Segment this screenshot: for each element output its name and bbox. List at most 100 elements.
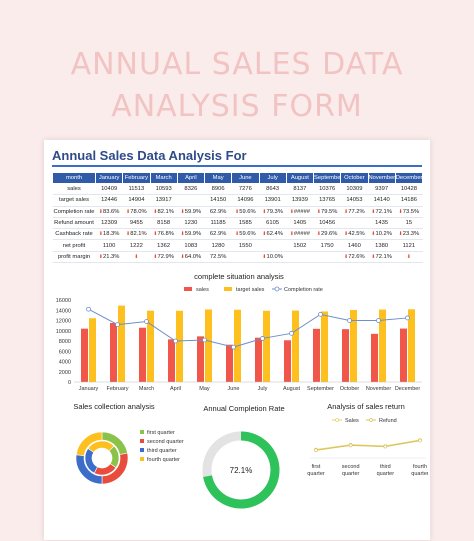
header-cell-month: November <box>367 172 396 184</box>
bar-target-sales <box>147 310 154 382</box>
cell-value: 10409 <box>101 186 118 193</box>
cell-value: 76.8% <box>157 231 174 238</box>
table-cell: 8158 <box>150 217 178 230</box>
bar-sales <box>81 328 88 382</box>
cell-value: 1380 <box>375 242 389 249</box>
table-cell: ⬇82.1% <box>122 228 150 241</box>
cell-value: 1280 <box>211 242 225 249</box>
banner-line-2: ANALYSIS FORM <box>111 89 363 124</box>
cell-value: 72.9% <box>157 253 174 260</box>
sales-collection-donut: first quarter second quarter third quarter… <box>75 430 184 485</box>
row-label: sales <box>52 183 96 196</box>
cell-value: 10.0% <box>266 253 283 260</box>
cell-value: 62.9% <box>209 231 227 238</box>
cell-value: 13917 <box>155 197 172 204</box>
row-label: net profit <box>52 239 96 252</box>
table-cell: 12309 <box>95 217 123 230</box>
legend-marker-swatch <box>369 418 373 422</box>
completion-rate-line <box>88 308 408 348</box>
table-cell: 13939 <box>286 194 314 207</box>
legend-label: Sales <box>345 418 359 424</box>
table-cell <box>231 251 259 264</box>
cell-value: 8643 <box>266 186 280 193</box>
table-cell: 15 <box>395 217 423 230</box>
legend-swatch <box>140 439 144 443</box>
bar-sales <box>139 327 146 382</box>
cell-value: 83.6% <box>103 208 120 215</box>
table-cell: ⬇ <box>122 251 150 264</box>
cell-value: 10428 <box>400 186 417 193</box>
cell-value: 72.1% <box>375 253 392 260</box>
x-tick-label: second <box>342 464 360 470</box>
table-cell: ⬇83.6% <box>95 206 123 218</box>
table-cell: 10376 <box>313 183 341 196</box>
y-tick-label: 2000 <box>59 370 71 376</box>
return-series-point <box>348 443 353 448</box>
table-cell: 10309 <box>340 183 368 196</box>
table-cell: 13917 <box>150 194 178 207</box>
legend-label: second quarter <box>147 439 184 445</box>
table-cell: 7276 <box>231 183 259 196</box>
completion-rate-point <box>376 318 381 323</box>
cell-value: 10.2% <box>375 231 392 238</box>
table-cell: 1502 <box>286 239 314 252</box>
bar-sales <box>110 322 117 382</box>
cell-value: 78.0% <box>130 208 147 215</box>
cell-value: 1585 <box>238 220 252 227</box>
table-cell: ⬇64.0% <box>177 251 205 264</box>
legend-marker-swatch <box>274 286 280 292</box>
table-cell: 1750 <box>313 239 341 252</box>
cell-value: 7276 <box>238 186 252 193</box>
cell-value: 72.1% <box>375 208 392 215</box>
main-chart-title: complete situation analysis <box>194 272 284 281</box>
x-tick-label: January <box>79 386 99 392</box>
y-tick-label: 6000 <box>59 349 71 355</box>
down-arrow-icon: ⬇ <box>289 208 294 215</box>
document-title: Annual Sales Data Analysis For <box>52 148 422 167</box>
table-cell: 14053 <box>340 194 368 207</box>
table-cell: 8906 <box>204 183 232 196</box>
table-cell: 62.9% <box>204 228 232 241</box>
completion-rate-point <box>202 337 207 343</box>
down-arrow-icon: ⬇ <box>126 208 131 215</box>
legend-label: third quarter <box>147 448 177 454</box>
donut-outer-slice <box>75 431 103 457</box>
completion-rate-point <box>260 336 265 341</box>
table-cell: 6105 <box>259 217 287 230</box>
header-cell-label: month <box>52 172 96 184</box>
table-row: net profit 1100 1222 1362 1083 1280 1550 1502 17… <box>52 239 423 252</box>
bar-target-sales <box>118 305 125 382</box>
sales-data-table: month January February March April May June Jul… <box>52 172 424 264</box>
table-row: target sales 12446 14904 13917 14150 14096 139… <box>52 194 423 207</box>
legend-label: Refund <box>379 418 397 424</box>
table-cell: 12446 <box>95 194 123 207</box>
table-cell: 1362 <box>150 239 178 252</box>
completion-rate-point <box>144 319 149 324</box>
header-cell-month: May <box>203 172 233 184</box>
table-header-row: month January February March April May June Jul… <box>52 172 424 184</box>
banner-line-1: ANNUAL SALES DATA <box>70 47 404 82</box>
row-label: Cashback rate <box>52 228 96 241</box>
down-arrow-icon: ⬇ <box>262 208 267 215</box>
down-arrow-icon: ⬇ <box>262 231 267 238</box>
table-cell: ⬇78.0% <box>122 206 150 218</box>
y-tick-label: 8000 <box>59 339 71 345</box>
cell-value: 23.3% <box>402 231 420 238</box>
table-cell: 14904 <box>122 194 150 207</box>
bar-target-sales <box>176 310 183 382</box>
bar-sales <box>255 337 262 382</box>
down-arrow-icon: ⬇ <box>344 231 349 238</box>
spreadsheet-sheet: Annual Sales Data Analysis For month Janu… <box>44 140 430 540</box>
cell-value: 8137 <box>293 186 307 193</box>
cell-value: 13901 <box>264 197 281 204</box>
x-tick-label: April <box>170 386 181 392</box>
down-arrow-icon: ⬇ <box>98 231 103 238</box>
completion-rate-donut: 72.1% <box>202 431 280 509</box>
cell-value: 13765 <box>319 197 336 204</box>
x-tick-label: February <box>106 386 128 392</box>
row-label: Refund amount <box>52 217 96 230</box>
cell-value: 15 <box>405 220 413 227</box>
down-arrow-icon: ⬇ <box>316 208 321 215</box>
cell-value: ##### <box>293 231 311 238</box>
down-arrow-icon: ⬇ <box>153 208 158 215</box>
